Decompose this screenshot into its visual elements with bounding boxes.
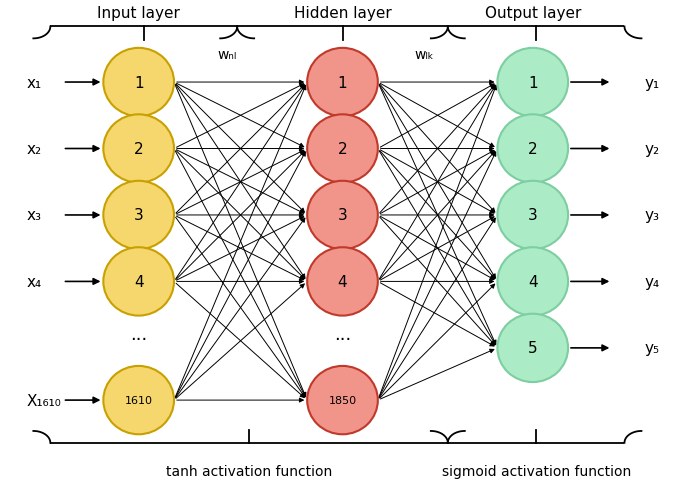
Ellipse shape xyxy=(307,49,378,117)
Text: 2: 2 xyxy=(338,142,347,157)
Text: wₙₗ: wₙₗ xyxy=(217,47,236,61)
Ellipse shape xyxy=(497,115,568,183)
Text: 3: 3 xyxy=(134,208,144,223)
Text: 3: 3 xyxy=(528,208,538,223)
Text: 1850: 1850 xyxy=(328,395,357,405)
Text: y₁: y₁ xyxy=(645,76,660,91)
Text: 3: 3 xyxy=(338,208,347,223)
Text: wₗₖ: wₗₖ xyxy=(414,47,434,61)
Text: x₁: x₁ xyxy=(27,76,42,91)
Ellipse shape xyxy=(103,115,174,183)
Text: x₃: x₃ xyxy=(27,208,42,223)
Text: 4: 4 xyxy=(134,274,143,289)
Text: 2: 2 xyxy=(528,142,538,157)
Ellipse shape xyxy=(103,49,174,117)
Text: Output layer: Output layer xyxy=(484,6,581,21)
Text: y₂: y₂ xyxy=(645,142,660,157)
Text: Hidden layer: Hidden layer xyxy=(294,6,391,21)
Text: ...: ... xyxy=(334,325,351,343)
Text: y₃: y₃ xyxy=(645,208,660,223)
Text: y₅: y₅ xyxy=(645,341,660,356)
Ellipse shape xyxy=(497,314,568,382)
Text: x₄: x₄ xyxy=(27,274,42,289)
Ellipse shape xyxy=(103,248,174,316)
Ellipse shape xyxy=(307,115,378,183)
Text: 4: 4 xyxy=(528,274,538,289)
Text: 2: 2 xyxy=(134,142,143,157)
Ellipse shape xyxy=(497,49,568,117)
Text: x₂: x₂ xyxy=(27,142,42,157)
Ellipse shape xyxy=(497,248,568,316)
Text: 4: 4 xyxy=(338,274,347,289)
Text: X₁₆₁₀: X₁₆₁₀ xyxy=(27,393,62,408)
Ellipse shape xyxy=(307,366,378,434)
Text: 1610: 1610 xyxy=(125,395,153,405)
Text: y₄: y₄ xyxy=(645,274,660,289)
Text: ...: ... xyxy=(130,325,147,343)
Text: 1: 1 xyxy=(528,76,538,91)
Ellipse shape xyxy=(103,366,174,434)
Ellipse shape xyxy=(307,248,378,316)
Ellipse shape xyxy=(103,182,174,250)
Text: sigmoid activation function: sigmoid activation function xyxy=(442,464,631,478)
Ellipse shape xyxy=(307,182,378,250)
Text: 5: 5 xyxy=(528,341,538,356)
Text: tanh activation function: tanh activation function xyxy=(166,464,332,478)
Text: 1: 1 xyxy=(338,76,347,91)
Ellipse shape xyxy=(497,182,568,250)
Text: Input layer: Input layer xyxy=(97,6,180,21)
Text: 1: 1 xyxy=(134,76,143,91)
